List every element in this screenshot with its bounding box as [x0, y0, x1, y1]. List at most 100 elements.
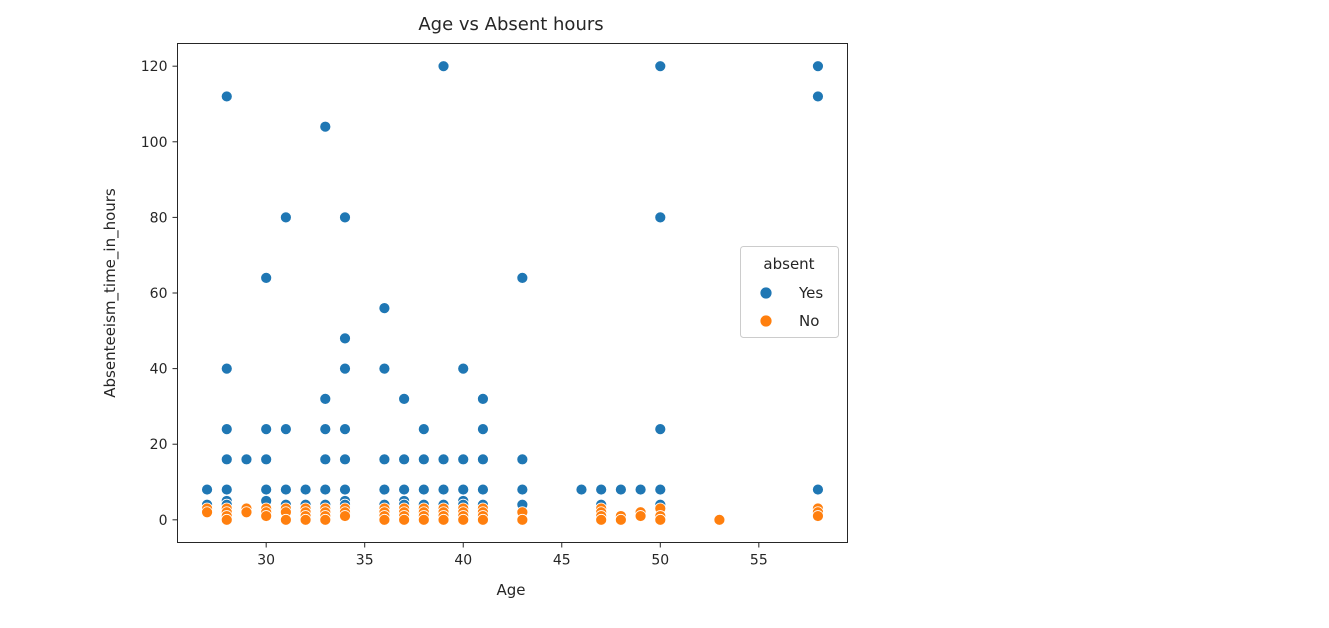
legend-title: absent: [763, 255, 814, 273]
data-point-yes: [260, 453, 273, 466]
legend-marker-yes: [759, 286, 773, 300]
data-point-yes: [319, 453, 332, 466]
data-point-yes: [260, 483, 273, 496]
y-axis-label: Absenteeism_time_in_hours: [101, 188, 120, 398]
data-point-yes: [417, 453, 430, 466]
y-axis-ticks: 0 20 40 60 80 100 120: [141, 59, 178, 529]
data-point-yes: [477, 483, 489, 496]
data-point-yes: [516, 271, 529, 284]
data-point-yes: [575, 483, 588, 496]
data-point-no: [595, 513, 608, 526]
data-point-no: [339, 510, 351, 522]
data-point-no: [654, 513, 667, 526]
data-point-no: [378, 513, 391, 526]
data-point-yes: [595, 483, 608, 496]
x-tick-label: 45: [553, 553, 571, 569]
data-point-yes: [220, 453, 233, 466]
data-point-yes: [319, 392, 332, 405]
data-point-no: [477, 513, 489, 526]
data-point-yes: [477, 423, 489, 435]
data-point-no: [516, 513, 529, 526]
data-point-yes: [457, 453, 470, 466]
data-point-yes: [378, 302, 391, 315]
data-point-yes: [220, 483, 233, 496]
plot-frame: [177, 43, 848, 543]
x-tick-label: 50: [651, 553, 669, 569]
data-point-yes: [378, 483, 391, 496]
x-tick-label: 35: [356, 553, 374, 569]
data-point-yes: [339, 211, 351, 224]
data-point-yes: [654, 423, 667, 435]
x-axis-label: Age: [496, 581, 525, 599]
data-point-yes: [398, 392, 411, 405]
data-point-yes: [220, 362, 233, 375]
data-point-yes: [457, 362, 470, 375]
data-point-yes: [319, 120, 332, 133]
data-point-yes: [477, 453, 489, 466]
data-point-yes: [634, 483, 647, 496]
data-point-yes: [339, 483, 351, 496]
x-tick-label: 30: [257, 553, 275, 569]
x-axis-ticks: 30 35 40 45 50 55: [257, 542, 768, 569]
data-point-no: [220, 513, 233, 526]
data-point-no: [417, 513, 430, 526]
y-tick-label: 0: [159, 513, 168, 529]
data-point-no: [319, 513, 332, 526]
x-tick-label: 55: [750, 553, 768, 569]
legend-label-no: No: [799, 312, 819, 330]
data-point-yes: [378, 453, 391, 466]
data-point-no: [713, 513, 726, 526]
data-point-no: [299, 513, 312, 526]
data-point-yes: [398, 453, 411, 466]
data-point-yes: [437, 483, 450, 496]
data-point-yes: [654, 60, 667, 73]
data-point-yes: [299, 483, 312, 496]
data-point-yes: [339, 453, 351, 466]
data-point-no: [634, 510, 647, 522]
data-point-yes: [260, 423, 273, 435]
data-point-yes: [339, 362, 351, 375]
data-point-no: [279, 513, 292, 526]
data-point-yes: [220, 90, 233, 103]
data-point-no: [201, 506, 213, 519]
data-point-yes: [477, 392, 489, 405]
data-point-yes: [378, 362, 391, 375]
data-point-yes: [260, 271, 273, 284]
data-point-no: [614, 513, 627, 526]
data-point-yes: [812, 90, 824, 103]
data-point-yes: [201, 483, 213, 496]
data-point-yes: [417, 423, 430, 435]
data-point-yes: [516, 453, 529, 466]
data-point-yes: [279, 423, 292, 435]
data-point-no: [812, 510, 824, 522]
data-point-no: [240, 506, 253, 519]
data-points: [201, 60, 824, 526]
data-point-yes: [457, 483, 470, 496]
data-point-yes: [279, 211, 292, 224]
data-point-yes: [398, 483, 411, 496]
data-point-yes: [417, 483, 430, 496]
data-point-yes: [339, 332, 351, 345]
legend: absent Yes No: [740, 246, 839, 338]
y-tick-label: 120: [141, 59, 168, 75]
y-tick-label: 80: [150, 210, 168, 226]
data-point-yes: [654, 211, 667, 224]
data-point-no: [437, 513, 450, 526]
data-point-yes: [240, 453, 253, 466]
data-point-yes: [654, 483, 667, 496]
data-point-yes: [319, 483, 332, 496]
legend-label-yes: Yes: [798, 284, 823, 302]
chart-title: Age vs Absent hours: [418, 14, 603, 35]
data-point-yes: [220, 423, 233, 435]
y-tick-label: 20: [150, 437, 168, 453]
data-point-yes: [279, 483, 292, 496]
data-point-yes: [614, 483, 627, 496]
y-tick-label: 60: [150, 286, 168, 302]
data-point-yes: [319, 423, 332, 435]
data-point-yes: [516, 483, 529, 496]
data-point-no: [457, 513, 470, 526]
data-point-yes: [812, 60, 824, 73]
data-point-no: [260, 510, 273, 522]
data-point-yes: [437, 60, 450, 73]
